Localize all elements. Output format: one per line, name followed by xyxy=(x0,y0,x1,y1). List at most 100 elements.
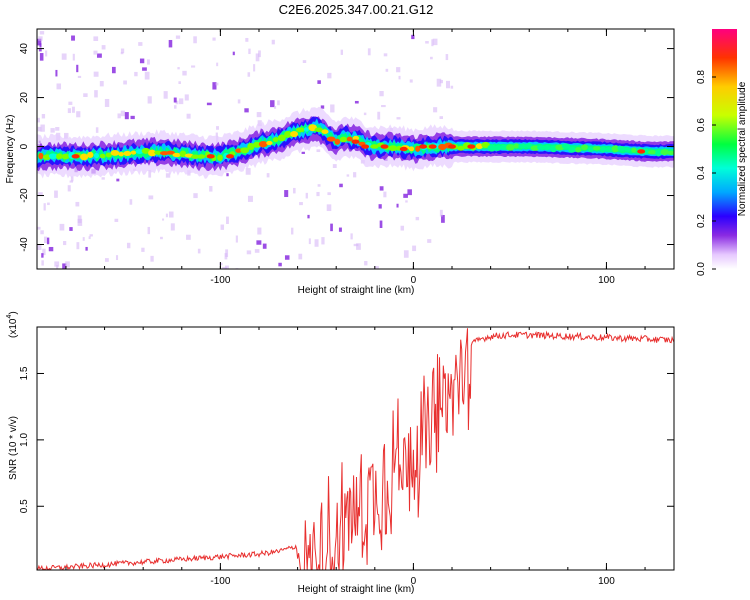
spectrogram-noise-cell xyxy=(255,53,260,62)
spectrogram-blob xyxy=(587,147,594,153)
spectrogram-noise-cell xyxy=(69,180,74,183)
spectrogram-noise-cell xyxy=(317,184,321,187)
spectrogram-noise-cell xyxy=(403,193,408,198)
spectrogram-noise-cell xyxy=(41,253,44,258)
spectrogram-noise-cell xyxy=(75,201,80,207)
spectrogram-y-tick-label: -40 xyxy=(19,237,30,252)
spectrogram-noise-cell xyxy=(377,111,381,120)
spectrogram-blob xyxy=(655,149,662,157)
spectrogram-noise-cell xyxy=(254,249,260,253)
spectrogram-noise-cell xyxy=(174,105,177,109)
spectrogram-noise-cell xyxy=(226,173,229,177)
spectrogram-noise-cell xyxy=(72,53,75,61)
spectrogram-blob xyxy=(48,153,58,159)
spectrogram-noise-cell xyxy=(293,187,296,194)
spectrogram-y-tick-label: 0 xyxy=(19,143,30,149)
snr-xlabel: Height of straight line (km) xyxy=(298,584,415,595)
spectrogram-blob xyxy=(321,129,329,134)
spectrogram-noise-cell xyxy=(101,45,106,50)
spectrogram-noise-cell xyxy=(305,192,308,199)
spectrogram-noise-cell xyxy=(257,120,262,127)
spectrogram-noise-cell xyxy=(247,195,253,202)
spectrogram-noise-cell xyxy=(55,127,60,131)
spectrogram-noise-cell xyxy=(364,260,368,266)
snr-series-line xyxy=(37,328,674,570)
spectrogram-peak xyxy=(399,146,408,152)
spectrogram-noise-cell xyxy=(253,64,256,72)
spectrogram-noise-cell xyxy=(246,250,252,255)
spectrogram-blob xyxy=(575,146,582,153)
spectrogram-noise-cell xyxy=(244,108,249,113)
spectrogram-peak xyxy=(419,144,428,149)
spectrogram-noise-cell xyxy=(41,260,44,266)
spectrogram-noise-cell xyxy=(301,151,305,154)
spectrogram-noise-cell xyxy=(48,246,54,252)
spectrogram-noise-cell xyxy=(363,112,367,116)
spectrogram-noise-cell xyxy=(257,227,262,235)
spectrogram-noise-cell xyxy=(129,199,133,205)
spectrogram-noise-cell xyxy=(111,66,116,74)
spectrogram-noise-cell xyxy=(248,48,251,55)
spectrogram-blob xyxy=(494,145,502,152)
spectrogram-noise-cell xyxy=(117,113,121,119)
spectrogram-noise-cell xyxy=(378,204,382,209)
spectrogram-noise-cell xyxy=(232,51,235,56)
spectrogram-blob xyxy=(561,143,571,149)
spectrogram-noise-cell xyxy=(46,237,50,245)
spectrogram-noise-cell xyxy=(99,81,104,87)
spectrogram-noise-cell xyxy=(379,186,384,191)
snr-x-tick-label: 0 xyxy=(411,576,417,587)
spectrogram-y-tick-label: -20 xyxy=(19,188,30,203)
colorbar-tick-label: 0.6 xyxy=(696,118,707,132)
spectrogram-blob xyxy=(513,143,520,149)
spectrogram-noise-cell xyxy=(148,169,152,178)
spectrogram-noise-cell xyxy=(93,36,99,41)
spectrogram-noise-cell xyxy=(339,183,343,188)
spectrogram-noise-cell xyxy=(320,105,325,109)
spectrogram-blob xyxy=(568,146,576,153)
spectrogram-blob xyxy=(334,138,341,145)
spectrogram-blob xyxy=(617,145,626,151)
spectrogram-noise-cell xyxy=(356,243,361,250)
spectrogram-noise-cell xyxy=(191,65,196,68)
spectrogram-noise-cell xyxy=(184,94,189,101)
spectrogram-x-tick-label: -100 xyxy=(210,275,230,286)
spectrogram-blob xyxy=(500,144,508,151)
spectrogram-y-tick-label: 20 xyxy=(19,92,30,104)
spectrogram-noise-cell xyxy=(427,239,432,243)
spectrogram-blob xyxy=(191,154,200,159)
spectrogram-noise-cell xyxy=(193,36,197,44)
spectrogram-blob xyxy=(352,135,360,141)
spectrogram-noise-cell xyxy=(62,263,67,269)
spectrogram-blob xyxy=(277,134,286,142)
spectrogram-blob xyxy=(580,144,588,151)
spectrogram-noise-cell xyxy=(316,149,321,153)
spectrogram-noise-cell xyxy=(353,243,359,247)
spectrogram-y-tick-label: 40 xyxy=(19,43,30,55)
colorbar-tick-label: 0.0 xyxy=(696,262,707,276)
spectrogram-noise-cell xyxy=(308,238,311,245)
spectrogram-blob xyxy=(272,137,279,143)
spectrogram-heatmap xyxy=(37,31,674,269)
colorbar-label: Normalized spectral amplitude xyxy=(737,81,748,216)
spectrogram-x-tick-label: 0 xyxy=(411,275,417,286)
spectrogram-noise-cell xyxy=(182,70,187,76)
spectrogram-blob xyxy=(258,140,268,148)
spectrogram-noise-cell xyxy=(245,168,251,175)
spectrogram-noise-cell xyxy=(326,204,332,212)
spectrogram-noise-cell xyxy=(396,203,399,208)
spectrogram-noise-cell xyxy=(114,218,119,222)
spectrogram-noise-cell xyxy=(409,79,413,83)
spectrogram-blob xyxy=(604,147,614,153)
spectrogram-blob xyxy=(537,145,546,150)
spectrogram-noise-cell xyxy=(224,265,229,269)
spectrogram-noise-cell xyxy=(383,53,388,57)
spectrogram-peak xyxy=(467,144,476,149)
spectrogram-blob xyxy=(648,150,657,155)
spectrogram-noise-cell xyxy=(346,174,350,177)
spectrogram-noise-cell xyxy=(134,71,138,77)
spectrogram-noise-cell xyxy=(215,82,219,86)
spectrogram-blob xyxy=(172,152,181,158)
spectrogram-blob xyxy=(631,147,637,153)
spectrogram-noise-cell xyxy=(93,50,98,55)
